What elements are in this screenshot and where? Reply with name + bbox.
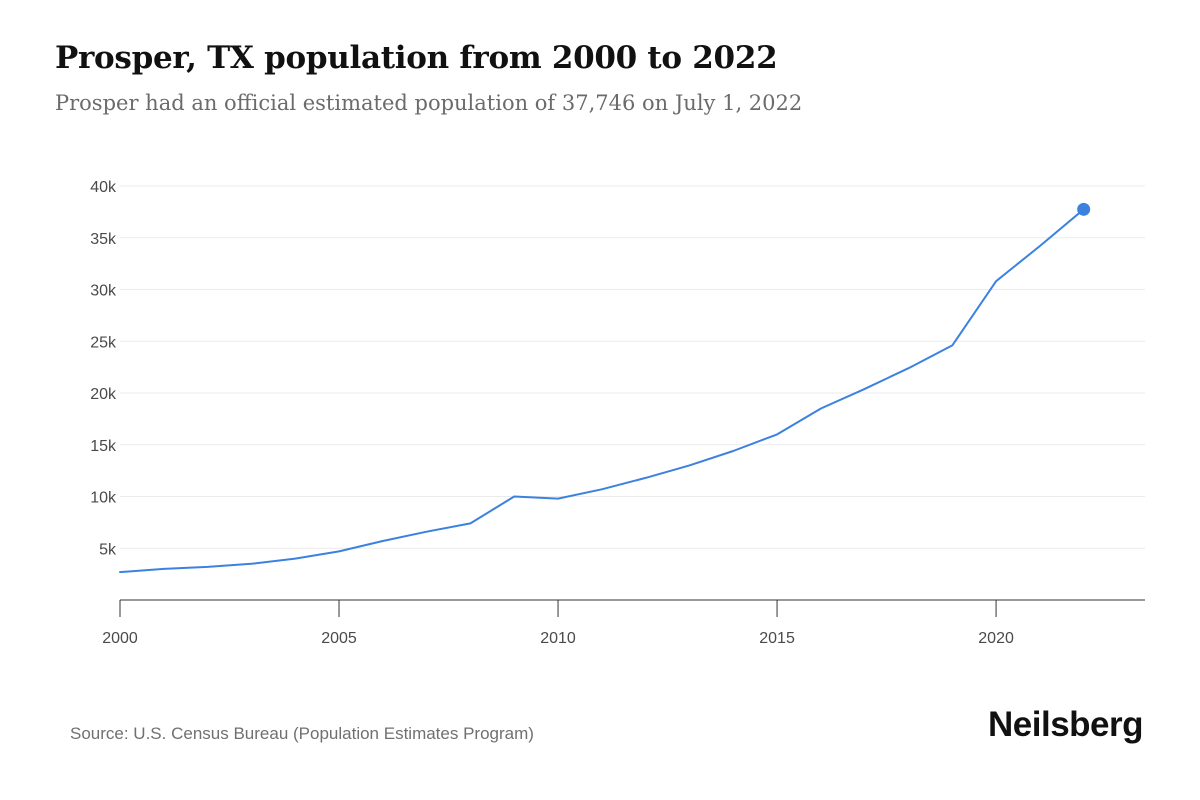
population-line-chart: 5k 10k 15k 20k 25k 30k 35k 40k 2000 2005 2010 2015… <box>90 179 1145 647</box>
last-data-point <box>1077 202 1091 216</box>
y-tick-label: 30k <box>90 283 117 300</box>
y-tick-label: 35k <box>90 231 117 248</box>
y-tick-label: 10k <box>90 490 117 507</box>
x-tick-label: 2010 <box>540 630 576 647</box>
x-tick-label: 2020 <box>978 630 1014 647</box>
gridlines <box>120 185 1145 549</box>
y-tick-label: 25k <box>90 334 117 351</box>
x-tick-label: 2015 <box>759 630 795 647</box>
x-axis: 2000 2005 2010 2015 2020 <box>102 599 1145 647</box>
series <box>119 202 1091 574</box>
y-tick-label: 40k <box>90 179 117 196</box>
y-tick-label: 20k <box>90 386 117 403</box>
source-note: Source: U.S. Census Bureau (Population E… <box>70 724 534 743</box>
brand-logo: Neilsberg <box>988 705 1144 744</box>
y-tick-label: 15k <box>90 438 117 455</box>
x-tick-label: 2000 <box>102 630 138 647</box>
x-tick-label: 2005 <box>321 630 357 647</box>
chart-title: Prosper, TX population from 2000 to 2022 <box>55 40 778 76</box>
series-line-population <box>119 208 1085 574</box>
chart-subtitle: Prosper had an official estimated popula… <box>55 91 803 115</box>
y-tick-label: 5k <box>99 541 117 558</box>
y-axis-ticks: 5k 10k 15k 20k 25k 30k 35k 40k <box>90 179 117 558</box>
